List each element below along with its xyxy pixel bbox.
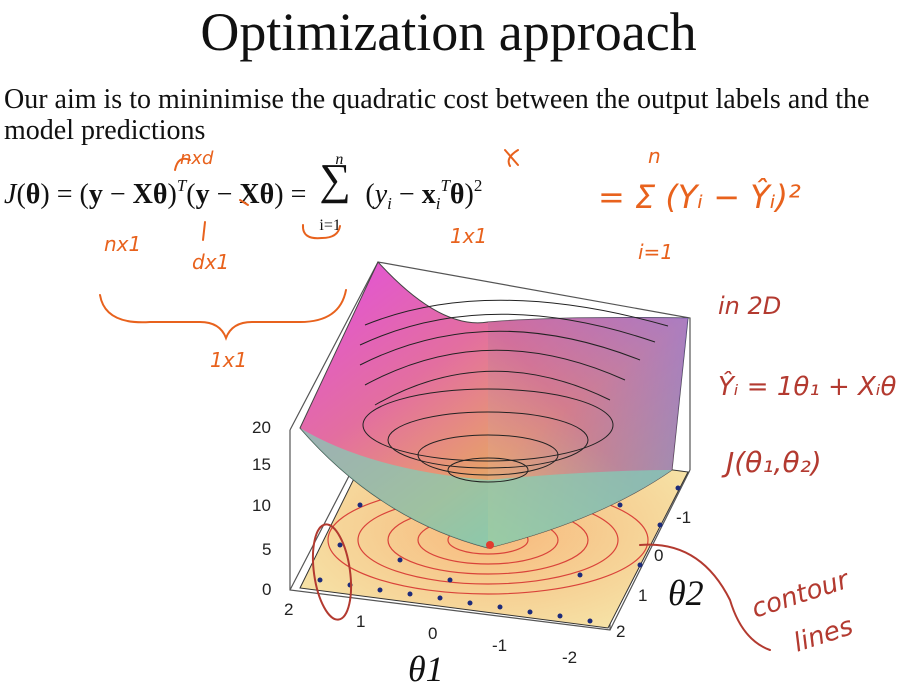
theta2-tick-2: 2 bbox=[616, 622, 626, 641]
z-tick-15: 15 bbox=[252, 455, 271, 474]
theta2-tick-1: 1 bbox=[638, 586, 648, 605]
annotation-rhs-sum: = Σ (Yᵢ − Ŷᵢ)² bbox=[598, 178, 801, 216]
sum-lower: i=1 bbox=[319, 217, 341, 234]
annotation-yhat-model: Ŷᵢ = 1θ₁ + Xᵢθ₂ bbox=[718, 372, 897, 402]
annotation-nx1: nx1 bbox=[104, 232, 142, 256]
annotation-1x1-mid: 1x1 bbox=[450, 224, 488, 248]
z-tick-10: 10 bbox=[252, 496, 271, 515]
annotation-rhs-sum-bottom: i=1 bbox=[638, 240, 674, 264]
intro-paragraph: Our aim is to mininimise the quadratic c… bbox=[4, 84, 870, 146]
z-tick-5: 5 bbox=[262, 540, 272, 559]
annotation-nxd: nxd bbox=[180, 148, 214, 169]
annotation-dx1: dx1 bbox=[192, 250, 230, 274]
z-tick-0: 0 bbox=[262, 580, 272, 599]
theta2-axis-label: θ2 bbox=[668, 573, 704, 613]
sum-symbol: ∑ n i=1 bbox=[313, 151, 365, 234]
theta1-axis-label: θ1 bbox=[408, 649, 444, 689]
annotation-j-theta: J(θ₁,θ₂) bbox=[726, 446, 822, 479]
annotation-rhs-sum-top: n bbox=[648, 144, 661, 168]
cost-surface bbox=[299, 261, 689, 549]
contour-ink bbox=[311, 523, 771, 651]
theta1-tick-1: 1 bbox=[356, 612, 366, 631]
cost-equation: J(θ) = (y − Xθ)T(y − Xθ) = ∑ n i=1 (yi −… bbox=[4, 151, 482, 234]
theta1-tick-neg2: -2 bbox=[562, 648, 578, 667]
z-tick-20: 20 bbox=[252, 418, 271, 437]
theta1-tick-0: 0 bbox=[428, 624, 438, 643]
slide-title: Optimization approach bbox=[200, 2, 697, 62]
theta1-tick-2: 2 bbox=[284, 600, 294, 619]
theta1-tick-neg1: -1 bbox=[492, 636, 508, 655]
theta2-tick-neg1: -1 bbox=[676, 508, 692, 527]
theta2-tick-0: 0 bbox=[654, 546, 664, 565]
annotation-1x1-brace: 1x1 bbox=[210, 348, 248, 372]
sum-upper: n bbox=[335, 151, 344, 168]
ink-strokes bbox=[99, 149, 519, 341]
annotation-in-2d: in 2D bbox=[718, 292, 782, 320]
transpose-mark: T bbox=[176, 176, 187, 195]
